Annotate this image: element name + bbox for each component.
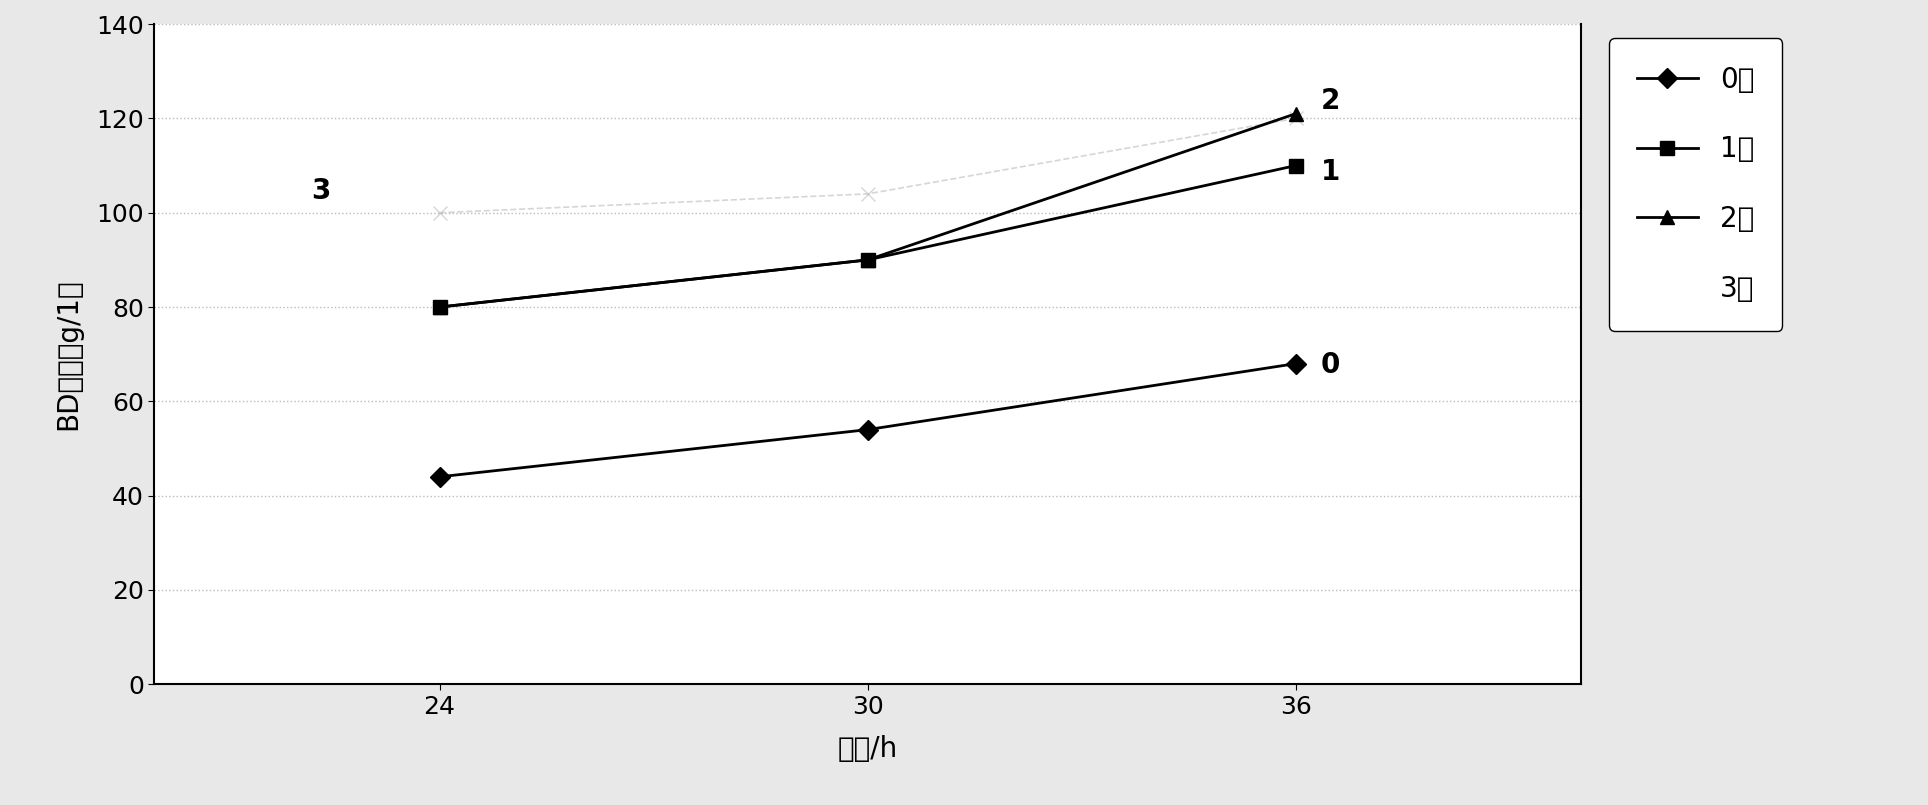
Line: 3组: 3组: [432, 112, 1303, 220]
Line: 0组: 0组: [432, 357, 1303, 484]
Text: 0: 0: [1321, 351, 1340, 379]
2组: [856, 255, 879, 265]
Text: 3: 3: [310, 176, 330, 204]
X-axis label: 时间/h: 时间/h: [837, 735, 898, 763]
0组: [856, 425, 879, 435]
3组: [428, 208, 451, 217]
1组: [1284, 161, 1307, 171]
0组: [1284, 359, 1307, 369]
2组: [428, 302, 451, 312]
Text: 1: 1: [1321, 158, 1340, 186]
Legend: 0组, 1组, 2组, 3组: 0组, 1组, 2组, 3组: [1610, 38, 1781, 331]
Text: 2: 2: [1321, 87, 1340, 115]
0组: [428, 472, 451, 481]
Line: 2组: 2组: [432, 107, 1303, 314]
1组: [856, 255, 879, 265]
3组: [856, 189, 879, 199]
2组: [1284, 109, 1307, 118]
Y-axis label: BD产量（g/1）: BD产量（g/1）: [54, 279, 83, 430]
3组: [1284, 114, 1307, 123]
1组: [428, 302, 451, 312]
Line: 1组: 1组: [432, 159, 1303, 314]
